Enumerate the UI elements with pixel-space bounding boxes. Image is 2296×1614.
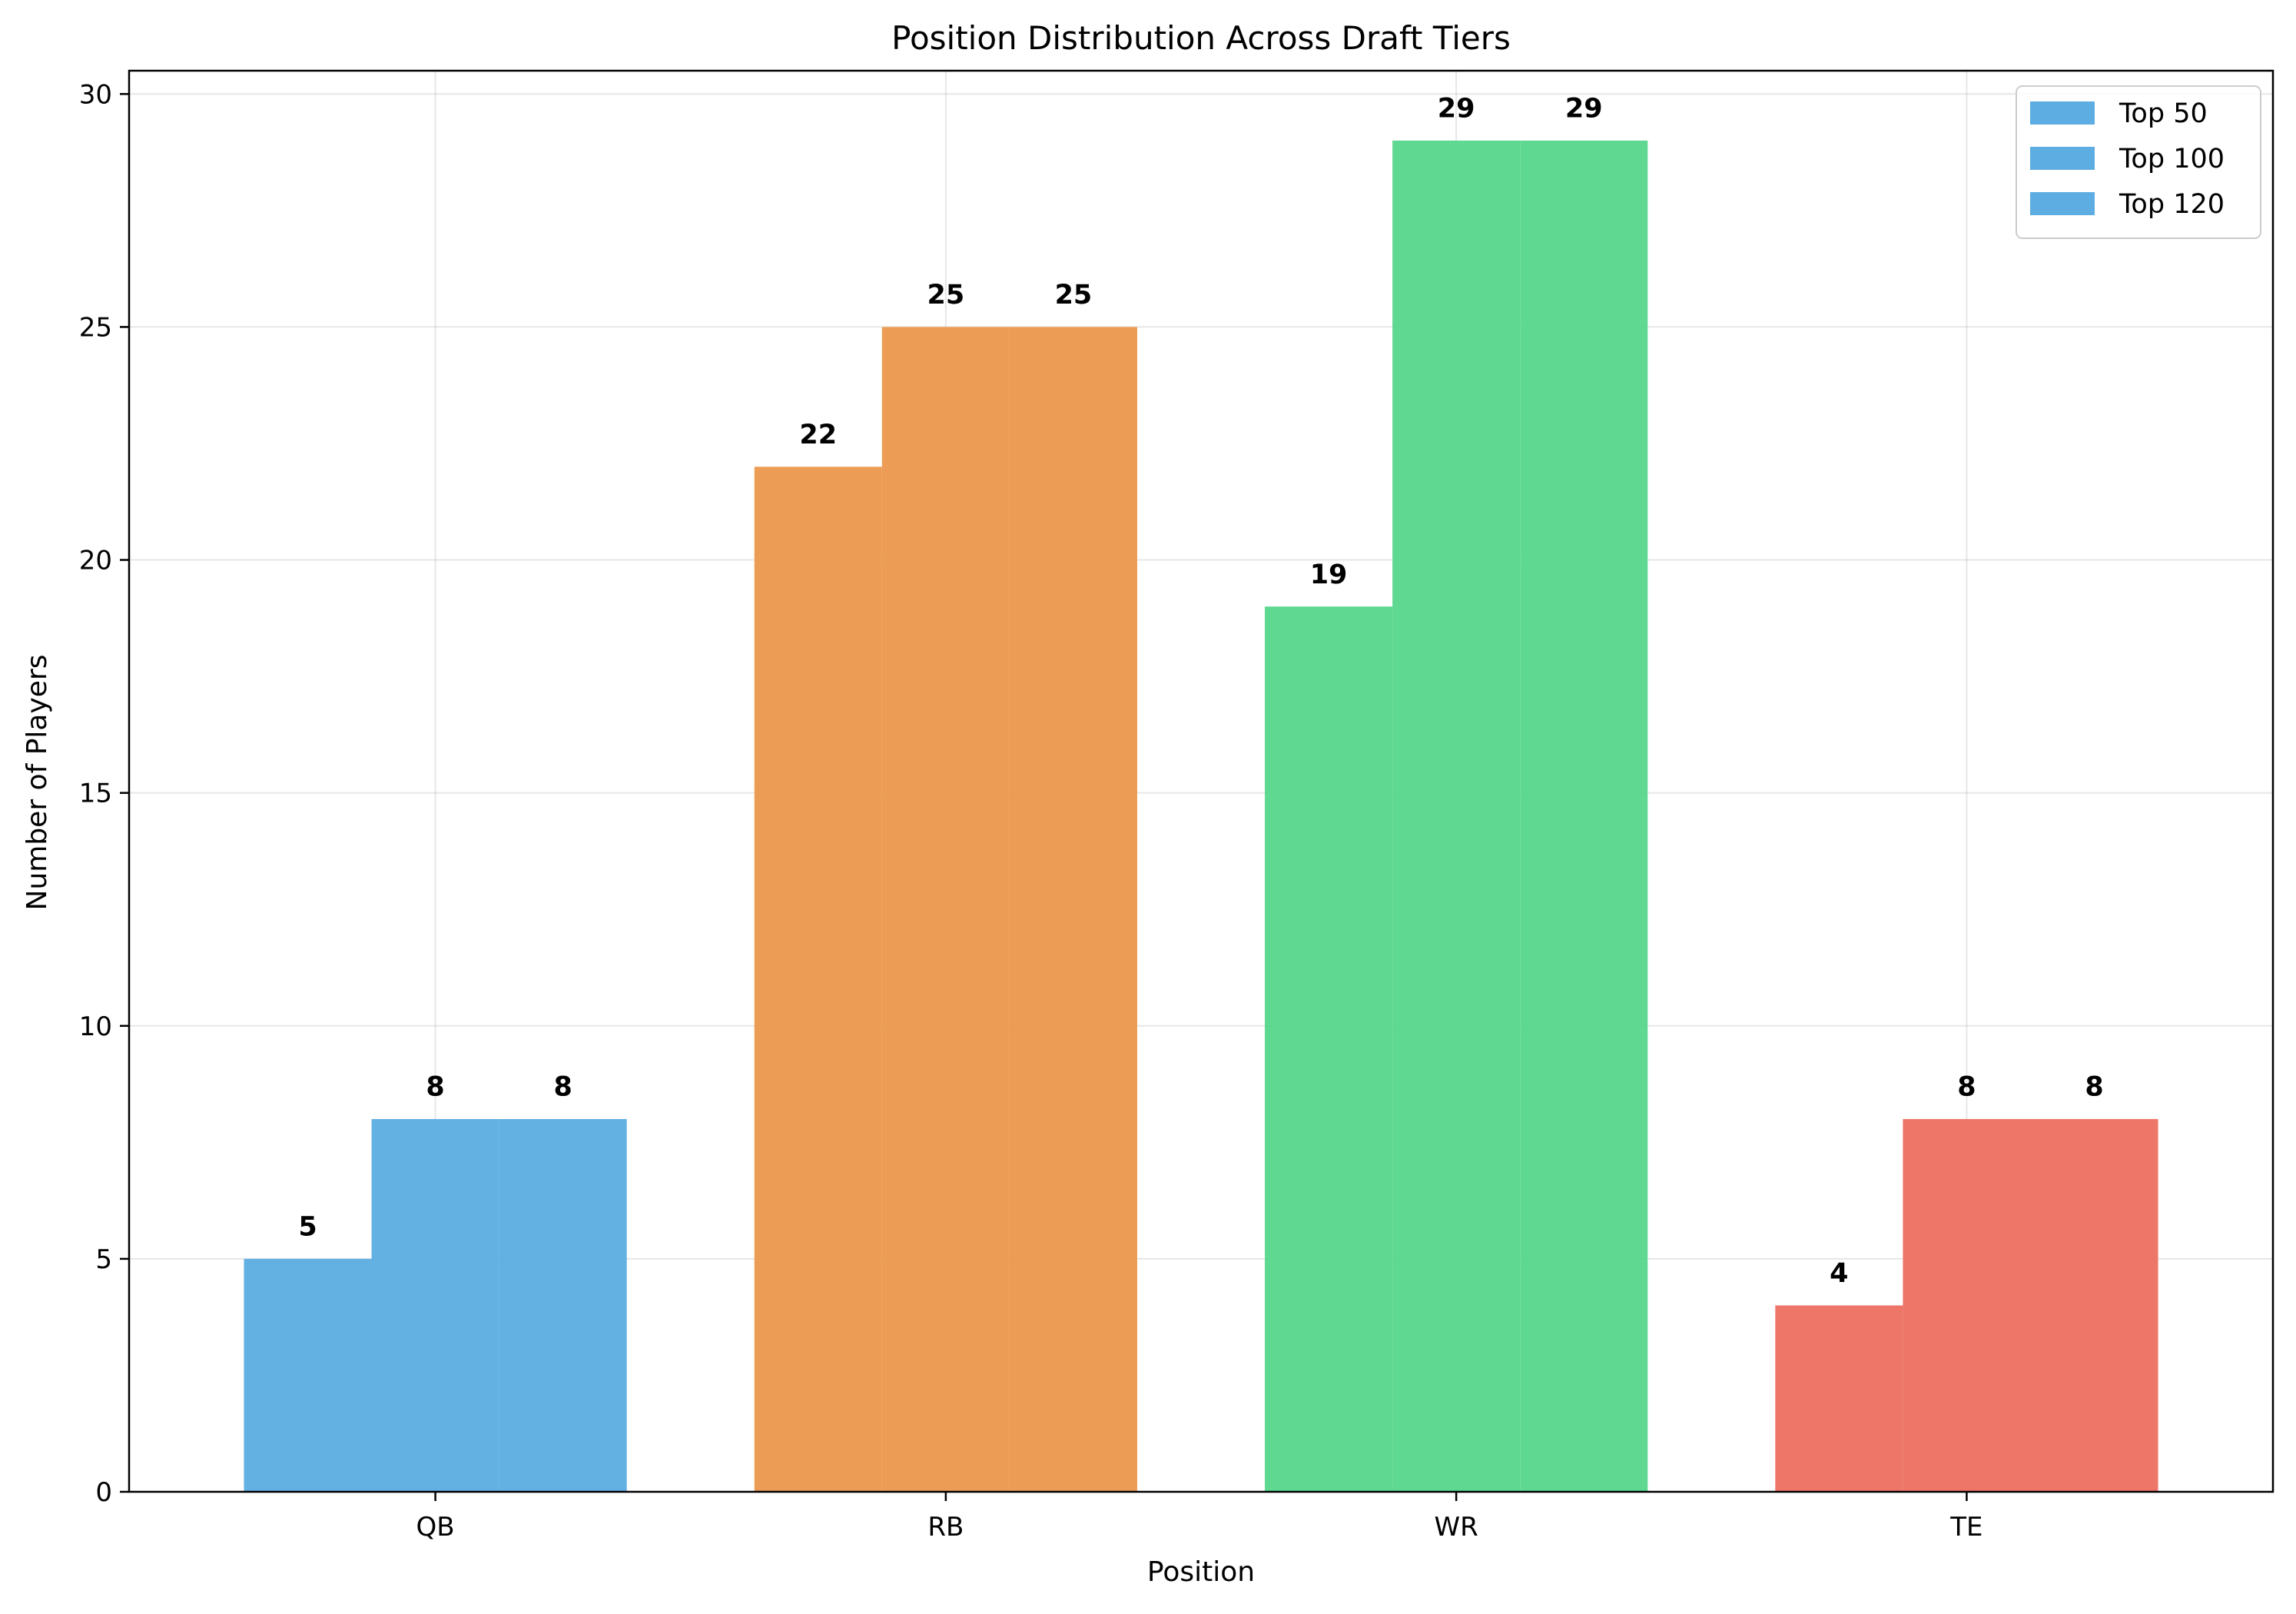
- data-label: 29: [1565, 94, 1603, 125]
- bar: [1520, 140, 1648, 1492]
- bars: [244, 140, 2158, 1492]
- legend: Top 50 Top 100 Top 120: [2016, 85, 2261, 239]
- legend-swatch: [2030, 192, 2095, 215]
- chart-title: Position Distribution Across Draft Tiers: [891, 19, 1511, 57]
- bar: [2030, 1119, 2158, 1492]
- data-label: 22: [799, 420, 837, 450]
- bar: [1775, 1305, 1903, 1492]
- y-tick-label: 5: [95, 1244, 112, 1275]
- bar: [1265, 606, 1393, 1492]
- y-tick-label: 25: [79, 312, 112, 343]
- data-label: 25: [1055, 280, 1093, 311]
- data-label: 29: [1438, 94, 1475, 125]
- bar: [371, 1119, 499, 1492]
- data-label: 8: [426, 1072, 444, 1103]
- legend-label: Top 50: [2118, 98, 2208, 129]
- bar: [1903, 1119, 2031, 1492]
- x-tick-label: RB: [927, 1512, 964, 1543]
- x-tick-label: WR: [1435, 1512, 1478, 1543]
- bar: [244, 1258, 372, 1492]
- bar: [1392, 140, 1521, 1492]
- plot-frame: [128, 69, 2274, 1493]
- y-tick-label: 15: [79, 779, 112, 809]
- legend-swatch: [2030, 101, 2095, 125]
- axis-ticks: 0 5 10 15 20 25 30 QB RB WR TE: [79, 79, 1983, 1543]
- legend-label: Top 120: [2118, 189, 2225, 220]
- y-axis-title: Number of Players: [22, 655, 53, 911]
- data-label: 25: [927, 280, 964, 311]
- data-label: 4: [1830, 1258, 1848, 1289]
- x-tick-label: TE: [1949, 1512, 1982, 1543]
- y-tick-label: 0: [95, 1477, 112, 1508]
- x-axis-title: Position: [1147, 1556, 1255, 1588]
- legend-label: Top 100: [2118, 144, 2225, 174]
- y-tick-label: 30: [79, 79, 112, 110]
- bar: [754, 467, 882, 1492]
- data-label: 8: [553, 1072, 572, 1103]
- y-tick-label: 10: [79, 1011, 112, 1042]
- legend-swatch: [2030, 147, 2095, 170]
- data-label: 5: [298, 1212, 317, 1243]
- y-tick-label: 20: [79, 546, 112, 576]
- data-label: 8: [2085, 1072, 2103, 1103]
- bar: [1009, 327, 1137, 1492]
- bar: [881, 327, 1010, 1492]
- bar: [499, 1119, 627, 1492]
- data-label: 8: [1957, 1072, 1976, 1103]
- data-label: 19: [1310, 560, 1348, 590]
- x-tick-label: QB: [416, 1512, 455, 1543]
- data-labels: 5 22 19 4 8 25 29 8 8 25 29 8: [298, 94, 2103, 1290]
